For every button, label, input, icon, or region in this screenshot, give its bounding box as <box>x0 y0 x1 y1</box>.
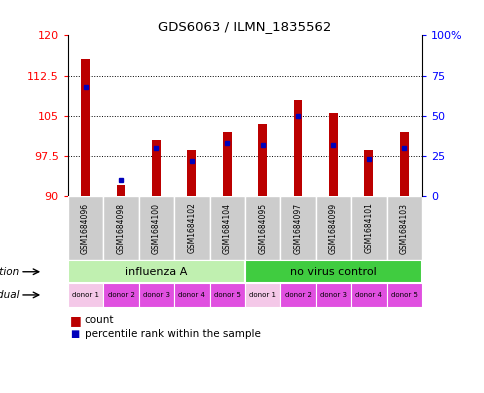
Bar <box>257 124 267 196</box>
Text: infection: infection <box>0 267 20 277</box>
Text: GSM1684100: GSM1684100 <box>151 202 161 253</box>
Text: ■: ■ <box>70 314 82 327</box>
Text: GSM1684102: GSM1684102 <box>187 203 196 253</box>
Bar <box>138 196 174 260</box>
Bar <box>174 283 209 307</box>
Text: GSM1684098: GSM1684098 <box>116 202 125 253</box>
Text: GSM1684104: GSM1684104 <box>222 202 231 253</box>
Bar <box>68 196 103 260</box>
Bar <box>151 140 161 196</box>
Text: donor 1: donor 1 <box>249 292 275 298</box>
Text: GSM1684097: GSM1684097 <box>293 202 302 253</box>
Bar <box>81 59 90 196</box>
Text: donor 2: donor 2 <box>107 292 134 298</box>
Text: donor 3: donor 3 <box>319 292 346 298</box>
Bar <box>68 260 244 283</box>
Bar <box>174 196 209 260</box>
Bar <box>280 196 315 260</box>
Bar <box>138 283 174 307</box>
Text: donor 4: donor 4 <box>178 292 205 298</box>
Bar <box>116 185 125 196</box>
Bar <box>187 151 196 196</box>
Bar <box>315 196 350 260</box>
Text: GSM1684096: GSM1684096 <box>81 202 90 253</box>
Bar <box>328 113 337 196</box>
Bar <box>244 260 421 283</box>
Bar <box>386 196 421 260</box>
Bar <box>350 283 386 307</box>
Text: GSM1684101: GSM1684101 <box>363 203 373 253</box>
Bar <box>350 196 386 260</box>
Bar <box>280 283 315 307</box>
Bar <box>363 151 373 196</box>
Text: donor 4: donor 4 <box>355 292 381 298</box>
Text: donor 1: donor 1 <box>72 292 99 298</box>
Bar <box>209 196 244 260</box>
Text: donor 5: donor 5 <box>213 292 240 298</box>
Bar <box>68 283 103 307</box>
Text: donor 3: donor 3 <box>143 292 169 298</box>
Text: individual: individual <box>0 290 20 300</box>
Title: GDS6063 / ILMN_1835562: GDS6063 / ILMN_1835562 <box>158 20 331 33</box>
Text: percentile rank within the sample: percentile rank within the sample <box>85 329 260 339</box>
Bar <box>244 196 280 260</box>
Bar <box>103 196 138 260</box>
Bar <box>293 99 302 196</box>
Text: influenza A: influenza A <box>125 267 187 277</box>
Text: GSM1684103: GSM1684103 <box>399 202 408 253</box>
Bar <box>399 132 408 196</box>
Bar <box>209 283 244 307</box>
Bar <box>103 283 138 307</box>
Bar <box>244 283 280 307</box>
Bar <box>315 283 350 307</box>
Text: no virus control: no virus control <box>289 267 376 277</box>
Text: GSM1684099: GSM1684099 <box>328 202 337 253</box>
Text: donor 2: donor 2 <box>284 292 311 298</box>
Bar <box>222 132 231 196</box>
Text: count: count <box>85 315 114 325</box>
Text: donor 5: donor 5 <box>390 292 417 298</box>
Text: GSM1684095: GSM1684095 <box>257 202 267 253</box>
Text: ■: ■ <box>70 329 79 339</box>
Bar <box>386 283 421 307</box>
